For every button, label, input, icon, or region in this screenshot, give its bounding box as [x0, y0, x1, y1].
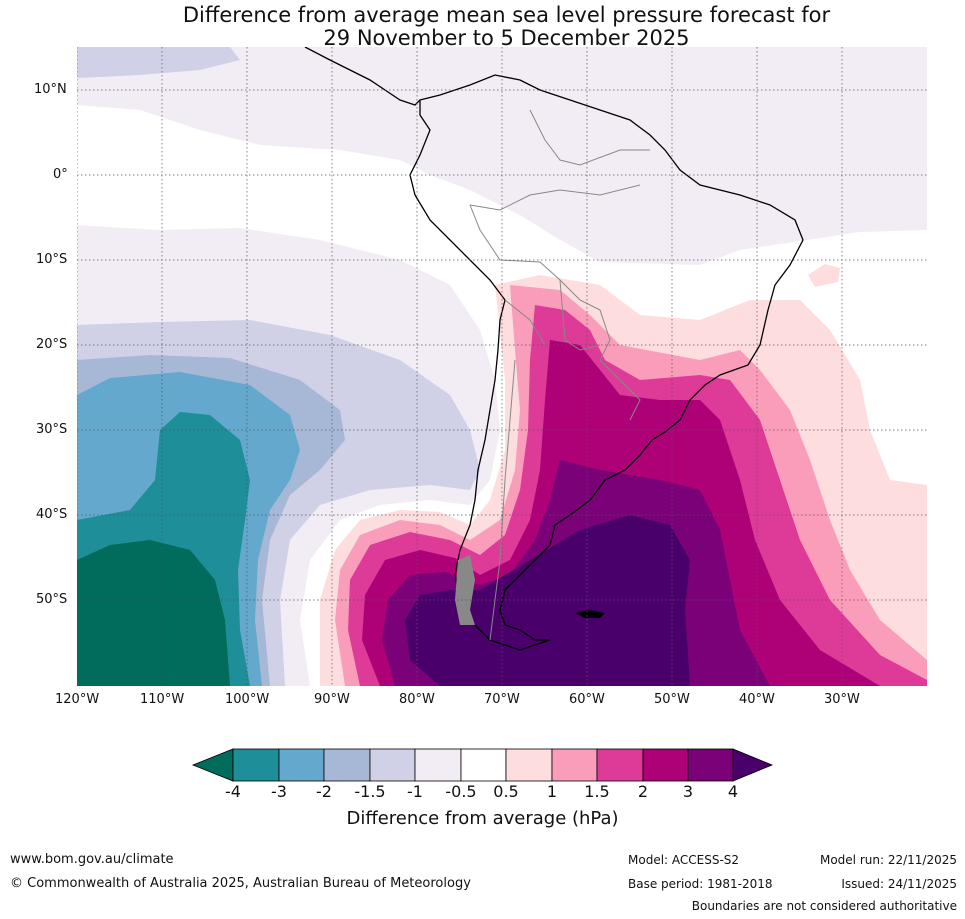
- national-borders: [469, 109, 650, 641]
- colorbar-tick: -0.5: [445, 782, 477, 801]
- colorbar-max-extend: [732, 748, 774, 782]
- colorbar-seg: [323, 748, 371, 782]
- lon-label: 120°W: [55, 692, 100, 707]
- colorbar-seg: [278, 748, 325, 782]
- map-field: [77, 47, 927, 686]
- graticule: [77, 47, 927, 686]
- footer-disclaimer: Boundaries are not considered authoritat…: [691, 899, 957, 913]
- lat-label: 50°S: [36, 592, 68, 607]
- chile-archipelago: [455, 555, 475, 625]
- lon-label: 40°W: [739, 692, 775, 707]
- colorbar-seg: [551, 748, 598, 782]
- colorbar-tick: -1.5: [354, 782, 386, 801]
- lat-label: 40°S: [36, 507, 68, 522]
- colorbar-tick: 1.5: [584, 782, 610, 801]
- lon-label: 50°W: [654, 692, 690, 707]
- colorbar-seg: [369, 748, 416, 782]
- colorbar-tick: 1: [546, 782, 558, 801]
- field-neg4: [77, 540, 230, 686]
- colorbar: [191, 748, 774, 782]
- colorbar-seg: [414, 748, 462, 782]
- footer-model-run: Model run: 22/11/2025: [819, 853, 957, 867]
- colorbar-seg: [232, 748, 280, 782]
- field-pos05-small: [808, 264, 840, 287]
- lon-label: 70°W: [484, 692, 520, 707]
- lat-label: 10°S: [36, 252, 68, 267]
- colorbar-seg: [505, 748, 553, 782]
- colorbar-tick: -4: [225, 782, 241, 801]
- lat-label: 0°: [53, 167, 68, 182]
- central-america-outline: [304, 47, 421, 106]
- colorbar-tick: -1: [407, 782, 423, 801]
- lat-label: 30°S: [36, 422, 68, 437]
- footer-website[interactable]: www.bom.gov.au/climate: [10, 852, 174, 867]
- colorbar-tick: -3: [271, 782, 287, 801]
- footer-base-period: Base period: 1981-2018: [628, 877, 773, 891]
- colorbar-tick: -2: [316, 782, 332, 801]
- field-neg1-north: [77, 47, 240, 78]
- colorbar-min-extend: [191, 748, 234, 782]
- lon-label: 30°W: [824, 692, 860, 707]
- colorbar-label: Difference from average (hPa): [346, 808, 619, 829]
- colorbar-tick: 2: [637, 782, 649, 801]
- colorbar-tick: 4: [727, 782, 739, 801]
- colorbar-tick: 0.5: [493, 782, 519, 801]
- falkland-islands: [575, 610, 605, 618]
- footer-issued: Issued: 24/11/2025: [841, 877, 957, 891]
- title-line-1: Difference from average mean sea level p…: [182, 3, 831, 27]
- lat-label: 10°N: [34, 82, 67, 97]
- lon-label: 110°W: [140, 692, 185, 707]
- lat-label: 20°S: [36, 337, 68, 352]
- footer-model: Model: ACCESS-S2: [628, 853, 740, 867]
- colorbar-seg: [642, 748, 689, 782]
- lon-label: 90°W: [314, 692, 350, 707]
- field-pos4: [405, 515, 690, 686]
- colorbar-seg: [687, 748, 734, 782]
- lon-label: 60°W: [569, 692, 605, 707]
- lon-label: 80°W: [399, 692, 435, 707]
- colorbar-tick: 3: [682, 782, 694, 801]
- footer-copyright: © Commonwealth of Australia 2025, Austra…: [10, 876, 471, 891]
- colorbar-seg: [460, 748, 507, 782]
- south-america-outline: [409, 74, 804, 651]
- colorbar-seg: [596, 748, 644, 782]
- chart-title: Difference from average mean sea level p…: [0, 4, 965, 50]
- title-line-2: 29 November to 5 December 2025: [323, 26, 690, 50]
- lon-label: 100°W: [225, 692, 270, 707]
